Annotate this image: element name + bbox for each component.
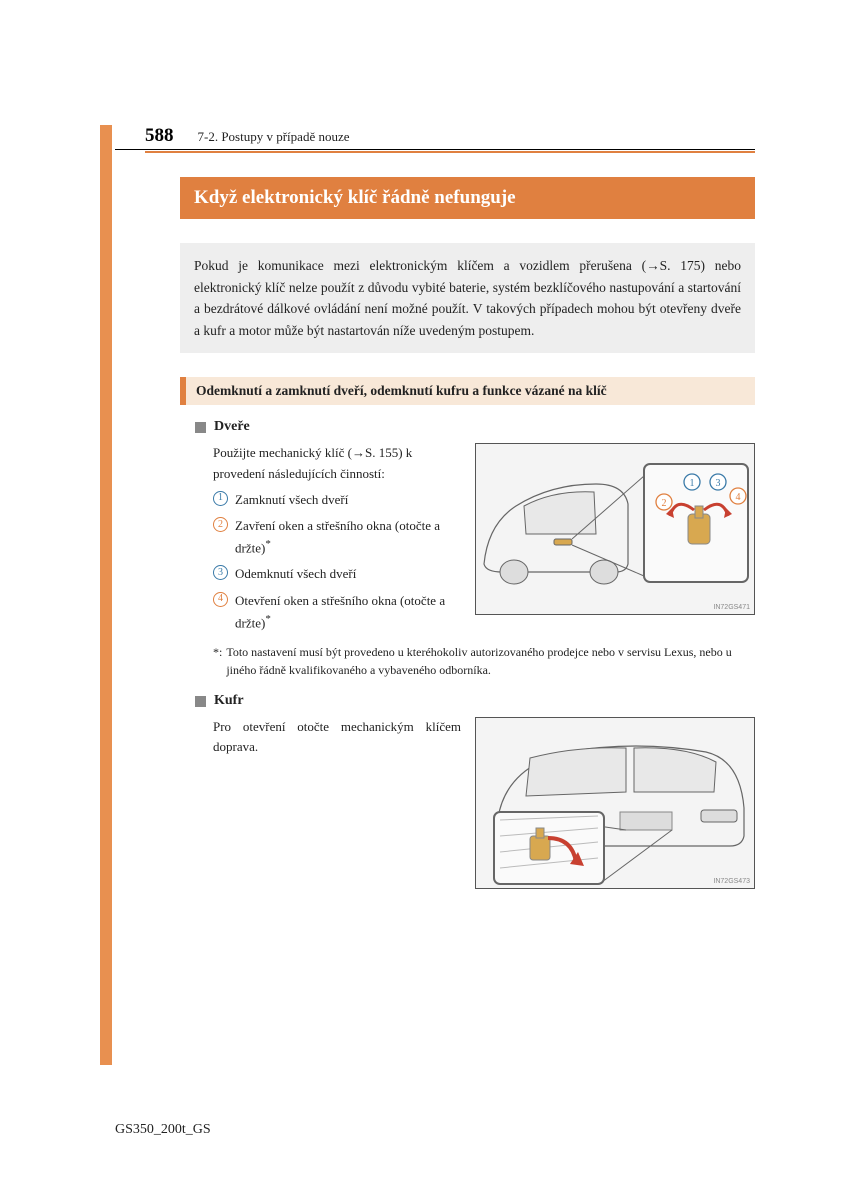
step-text: Zavření oken a střešního okna (otočte a … [235, 516, 461, 559]
footnote-text: Toto nastavení musí být provedeno u kter… [226, 643, 755, 679]
step-text: Otevření oken a střešního okna (otočte a… [235, 591, 461, 634]
trunk-text-column: Pro otevření otočte mechanickým klíčem d… [213, 717, 461, 889]
trunk-subsection: Kufr Pro otevření otočte mechanickým klí… [195, 693, 755, 889]
step-number-3-icon: 3 [213, 565, 228, 580]
square-bullet-icon [195, 422, 206, 433]
step-text: Odemknutí všech dveří [235, 564, 461, 584]
step-number-1-icon: 1 [213, 491, 228, 506]
figure-caption: IN72GS473 [713, 878, 750, 885]
section-header: Odemknutí a zamknutí dveří, odemknutí ku… [180, 377, 755, 405]
footer-model: GS350_200t_GS [115, 1122, 211, 1138]
trunk-heading-text: Kufr [214, 693, 244, 709]
intro-box: Pokud je komunikace mezi elektronickým k… [180, 243, 755, 353]
trunk-figure: IN72GS473 [475, 717, 755, 889]
doors-figure: 1 2 3 4 IN72GS471 [475, 443, 755, 615]
step-number-4-icon: 4 [213, 592, 228, 607]
doors-intro: Použijte mechanický klíč (→S. 155) k pro… [213, 443, 461, 483]
svg-text:2: 2 [662, 498, 667, 509]
page-number: 588 [145, 125, 174, 147]
svg-text:3: 3 [716, 478, 721, 489]
trunk-text: Pro otevření otočte mechanickým klíčem d… [213, 717, 461, 757]
car-door-lock-illustration-icon: 1 2 3 4 [476, 444, 755, 615]
step-text: Zamknutí všech dveří [235, 490, 461, 510]
page-header: 588 7-2. Postupy v případě nouze [115, 125, 755, 150]
doors-text-column: Použijte mechanický klíč (→S. 155) k pro… [213, 443, 461, 633]
svg-text:4: 4 [736, 492, 741, 503]
svg-text:1: 1 [690, 478, 695, 489]
step-number-2-icon: 2 [213, 517, 228, 532]
list-item: 3 Odemknutí všech dveří [213, 564, 461, 584]
side-tab [100, 125, 112, 1065]
list-item: 4 Otevření oken a střešního okna (otočte… [213, 591, 461, 634]
breadcrumb: 7-2. Postupy v případě nouze [198, 129, 350, 145]
header-rule [145, 151, 755, 153]
doors-heading-text: Dveře [214, 419, 250, 435]
trunk-heading: Kufr [195, 693, 755, 709]
doors-step-list: 1 Zamknutí všech dveří 2 Zavření oken a … [213, 490, 461, 634]
doors-subsection: Dveře Použijte mechanický klíč (→S. 155)… [195, 419, 755, 633]
figure-caption: IN72GS471 [713, 604, 750, 611]
footnote-mark: *: [213, 643, 222, 679]
list-item: 2 Zavření oken a střešního okna (otočte … [213, 516, 461, 559]
page-content: 588 7-2. Postupy v případě nouze Když el… [115, 125, 755, 889]
doors-footnote: *: Toto nastavení musí být provedeno u k… [213, 643, 755, 679]
square-bullet-icon [195, 696, 206, 707]
page-title: Když elektronický klíč řádně nefunguje [180, 177, 755, 219]
doors-heading: Dveře [195, 419, 755, 435]
car-trunk-lock-illustration-icon [476, 718, 755, 889]
list-item: 1 Zamknutí všech dveří [213, 490, 461, 510]
